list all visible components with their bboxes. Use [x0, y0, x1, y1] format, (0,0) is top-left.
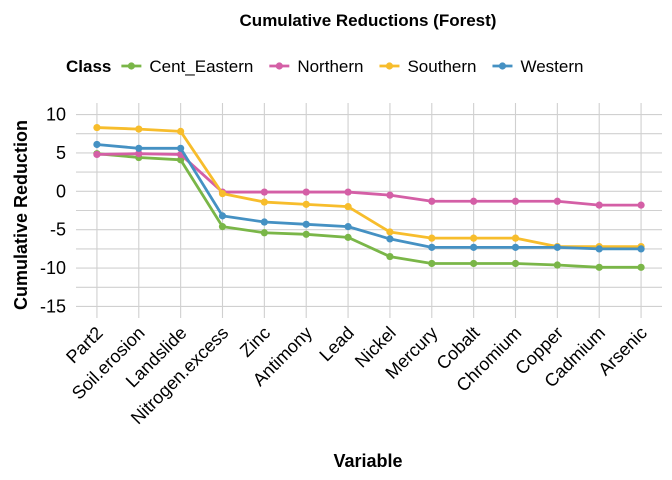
data-point	[637, 201, 645, 209]
y-axis-title: Cumulative Reduction	[11, 120, 31, 310]
data-point	[386, 228, 394, 236]
series-western	[93, 140, 645, 253]
legend-item: Western	[492, 57, 583, 76]
data-point	[470, 197, 478, 205]
data-point	[553, 243, 561, 251]
data-point	[93, 140, 101, 149]
legend-label: Western	[520, 57, 583, 76]
data-point	[511, 234, 520, 242]
data-point	[386, 235, 394, 243]
data-point	[302, 230, 310, 238]
legend-title: Class	[66, 57, 111, 76]
data-point	[428, 243, 436, 251]
y-tick-label: 10	[46, 105, 66, 125]
data-point	[595, 201, 603, 209]
y-tick-label: 0	[56, 181, 66, 201]
data-point	[93, 150, 101, 159]
data-point	[428, 197, 436, 205]
data-point	[595, 263, 603, 271]
data-point	[595, 245, 603, 253]
legend-label: Cent_Eastern	[149, 57, 253, 76]
y-tick-label: -10	[40, 258, 66, 278]
y-tick-label: -5	[50, 220, 66, 240]
data-point	[511, 243, 520, 251]
data-point	[511, 197, 520, 205]
data-point	[386, 191, 394, 199]
data-point	[177, 156, 185, 164]
data-point	[344, 203, 352, 211]
data-point	[302, 200, 310, 208]
series-southern	[93, 123, 645, 251]
data-point	[470, 259, 478, 268]
data-point	[177, 144, 185, 152]
data-point	[344, 223, 352, 231]
data-point	[302, 188, 310, 196]
y-axis-ticks: 10 5 0 -5 -10 -15	[40, 105, 66, 317]
data-point	[386, 252, 394, 261]
series-line	[96, 126, 642, 248]
legend-key-point	[385, 62, 394, 70]
gridlines	[76, 103, 662, 318]
data-point	[218, 212, 227, 220]
data-point	[470, 243, 478, 251]
data-point	[344, 188, 352, 196]
chart-title: Cumulative Reductions (Forest)	[240, 11, 497, 30]
data-point	[260, 188, 268, 196]
legend-label: Northern	[297, 57, 363, 76]
data-point	[177, 127, 185, 136]
data-point	[344, 233, 352, 241]
data-point	[637, 245, 645, 253]
data-point	[428, 259, 436, 268]
data-point	[470, 234, 478, 242]
data-point	[428, 234, 436, 242]
data-point	[93, 123, 101, 132]
legend-item: Southern	[379, 57, 476, 76]
legend-item: Northern	[269, 57, 363, 76]
data-point	[260, 229, 268, 237]
data-point	[135, 144, 143, 152]
legend-key-point	[127, 62, 135, 70]
data-point	[135, 125, 143, 133]
legend-key-point	[498, 62, 507, 70]
y-tick-label: -15	[40, 296, 66, 316]
data-point	[260, 218, 268, 226]
data-point	[637, 263, 645, 271]
data-point	[511, 259, 520, 268]
legend-label: Southern	[407, 57, 476, 76]
series-line	[96, 143, 642, 251]
series-line	[96, 152, 642, 269]
data-point	[218, 190, 227, 198]
series-layer	[93, 123, 645, 271]
data-point	[553, 197, 561, 205]
x-axis-title: Variable	[333, 451, 402, 471]
x-axis-ticks: Part2Soil.erosionLandslideNitrogen.exces…	[62, 323, 651, 428]
legend-key-point	[275, 62, 283, 70]
data-point	[302, 220, 310, 228]
data-point	[135, 150, 143, 158]
data-point	[260, 198, 268, 206]
data-point	[553, 261, 561, 269]
legend: Class Cent_Eastern Northern Southern Wester…	[66, 57, 583, 76]
data-point	[218, 223, 227, 231]
y-tick-label: 5	[56, 143, 66, 163]
legend-item: Cent_Eastern	[121, 57, 253, 76]
